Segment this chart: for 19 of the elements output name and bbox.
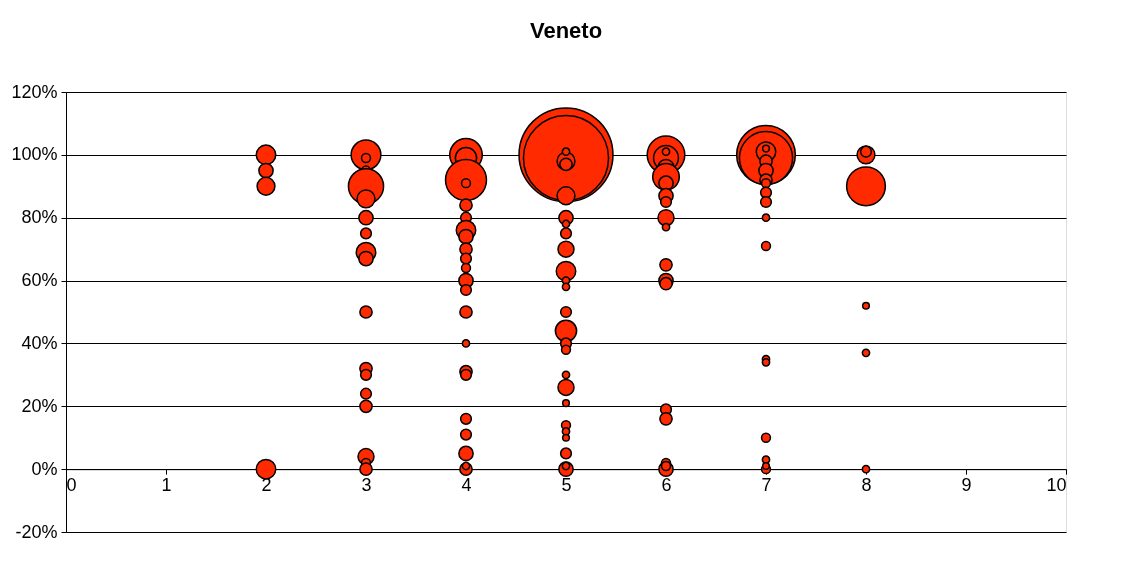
x-tick-label: 3 — [361, 474, 372, 495]
y-tick-label: 80% — [21, 207, 58, 228]
x-tick-label: 9 — [961, 474, 972, 495]
x-tick-label: 5 — [561, 474, 572, 495]
x-tick-label: 6 — [661, 474, 672, 495]
y-tick-label: 60% — [21, 270, 58, 291]
chart-title: Veneto — [529, 18, 603, 43]
x-tick-label: 1 — [161, 474, 172, 495]
x-tick-label: 10 — [1046, 474, 1067, 495]
y-tick-label: 20% — [21, 395, 58, 416]
y-tick-label: 120% — [11, 81, 58, 102]
y-tick-label: 40% — [21, 332, 58, 353]
x-tick-label: 8 — [861, 474, 872, 495]
x-tick-label: 7 — [761, 474, 772, 495]
x-tick-label: 4 — [461, 474, 472, 495]
y-tick-label: -20% — [15, 521, 58, 542]
x-tick-label: 0 — [66, 474, 77, 495]
y-tick-label: 0% — [31, 458, 58, 479]
y-tick-label: 100% — [11, 144, 58, 165]
